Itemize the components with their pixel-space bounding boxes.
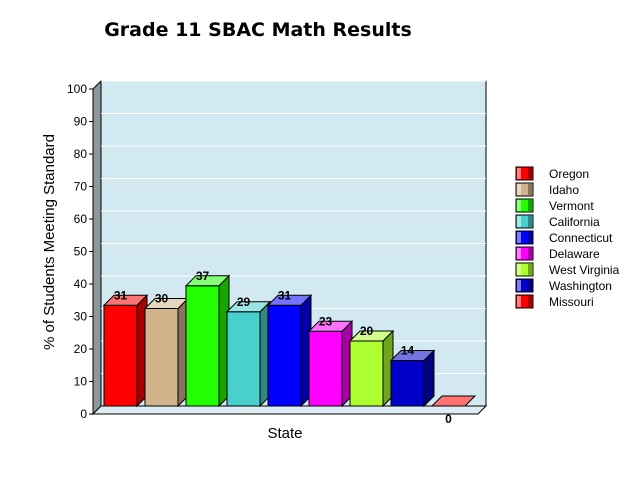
- legend-swatch-shadow: [528, 280, 532, 291]
- y-tick-label: 20: [74, 342, 88, 356]
- data-label: 30: [155, 292, 169, 306]
- y-axis: 0 10 20 30 40 50 60 70 80 90 100: [67, 82, 94, 421]
- bar-connecticut: 31: [266, 288, 313, 408]
- legend-item: Connecticut: [515, 230, 613, 245]
- legend-label: Oregon: [549, 167, 589, 181]
- data-label: 14: [401, 344, 415, 358]
- y-tick-label: 60: [74, 212, 88, 226]
- y-tick-label: 80: [74, 147, 88, 161]
- legend-label: California: [549, 215, 600, 229]
- legend-label: Washington: [549, 279, 612, 293]
- data-label: 23: [319, 314, 333, 328]
- legend-item: West Virginia: [515, 262, 620, 277]
- y-tick-label: 40: [74, 277, 88, 291]
- legend-swatch-shadow: [528, 264, 532, 275]
- data-label: 29: [237, 295, 251, 309]
- bar-missouri: 0: [430, 395, 477, 426]
- plot-left-wall: [92, 79, 102, 416]
- y-tick-label: 50: [74, 245, 88, 259]
- bar-top: [184, 275, 231, 287]
- legend-swatch-shadow: [528, 184, 532, 195]
- bar-front: [349, 340, 384, 407]
- legend-swatch-highlight: [517, 248, 521, 259]
- legend-item: California: [515, 214, 600, 229]
- bar-oregon: 31: [102, 288, 149, 408]
- legend-swatch-highlight: [517, 168, 521, 179]
- legend-swatch-shadow: [528, 232, 532, 243]
- bar-front: [103, 304, 138, 407]
- data-label: 31: [114, 288, 128, 302]
- legend-label: Missouri: [549, 295, 594, 309]
- bar-top: [348, 330, 395, 342]
- legend-swatch-highlight: [517, 216, 521, 227]
- legend-swatch-shadow: [528, 248, 532, 259]
- bar-top: [389, 350, 436, 361]
- legend-swatch-highlight: [517, 232, 521, 243]
- legend-swatch-highlight: [517, 280, 521, 291]
- legend-label: West Virginia: [549, 263, 620, 277]
- legend-label: Idaho: [549, 183, 579, 197]
- legend-label: Vermont: [549, 199, 594, 213]
- legend-swatch-shadow: [528, 200, 532, 211]
- bar-front: [185, 285, 220, 407]
- y-tick-label: 70: [74, 180, 88, 194]
- y-tick-label: 90: [74, 115, 88, 129]
- legend-item: Missouri: [515, 294, 594, 309]
- y-tick-label: 10: [74, 375, 88, 389]
- data-label: 31: [278, 288, 292, 302]
- bar-top: [225, 301, 272, 313]
- legend: Oregon Idaho Vermont California Connecticut D…: [515, 166, 620, 309]
- bar-idaho: 30: [143, 292, 190, 408]
- bar-front: [390, 360, 425, 407]
- y-tick-label: 100: [67, 82, 87, 96]
- y-tick-label: 0: [80, 407, 87, 421]
- legend-item: Vermont: [515, 198, 594, 213]
- bar-front: [267, 304, 302, 407]
- legend-swatch-highlight: [517, 200, 521, 211]
- bar-california: 29: [225, 295, 272, 408]
- bar-top: [430, 395, 477, 407]
- bar-top: [307, 320, 354, 332]
- legend-swatch-shadow: [528, 168, 532, 179]
- bar-delaware: 23: [307, 314, 354, 408]
- bar-front: [144, 308, 179, 407]
- bar-vermont: 37: [184, 269, 231, 408]
- data-label: 0: [445, 412, 452, 426]
- legend-swatch-highlight: [517, 184, 521, 195]
- legend-label: Delaware: [549, 247, 600, 261]
- bar-west-virginia: 20: [348, 324, 395, 408]
- x-axis-label: State: [267, 425, 302, 442]
- bar-washington: 14: [389, 344, 436, 408]
- legend-item: Oregon: [515, 166, 589, 181]
- legend-item: Delaware: [515, 246, 600, 261]
- plot-floor: [91, 405, 488, 415]
- legend-swatch-highlight: [517, 296, 521, 307]
- bar-top: [102, 294, 149, 306]
- bar-front: [308, 330, 343, 407]
- chart-title: Grade 11 SBAC Math Results: [104, 19, 412, 41]
- legend-label: Connecticut: [549, 231, 613, 245]
- data-label: 20: [360, 324, 374, 338]
- y-axis-label: % of Students Meeting Standard: [41, 134, 58, 350]
- legend-item: Washington: [515, 278, 612, 293]
- bar-front: [226, 311, 261, 407]
- bar-top: [266, 294, 313, 306]
- legend-item: Idaho: [515, 182, 579, 197]
- bars: 31 30 37 29 31 23 20 14 0: [102, 269, 477, 426]
- legend-swatch-shadow: [528, 296, 532, 307]
- y-tick-label: 30: [74, 310, 88, 324]
- legend-swatch-highlight: [517, 264, 521, 275]
- data-label: 37: [196, 269, 210, 283]
- legend-swatch-shadow: [528, 216, 532, 227]
